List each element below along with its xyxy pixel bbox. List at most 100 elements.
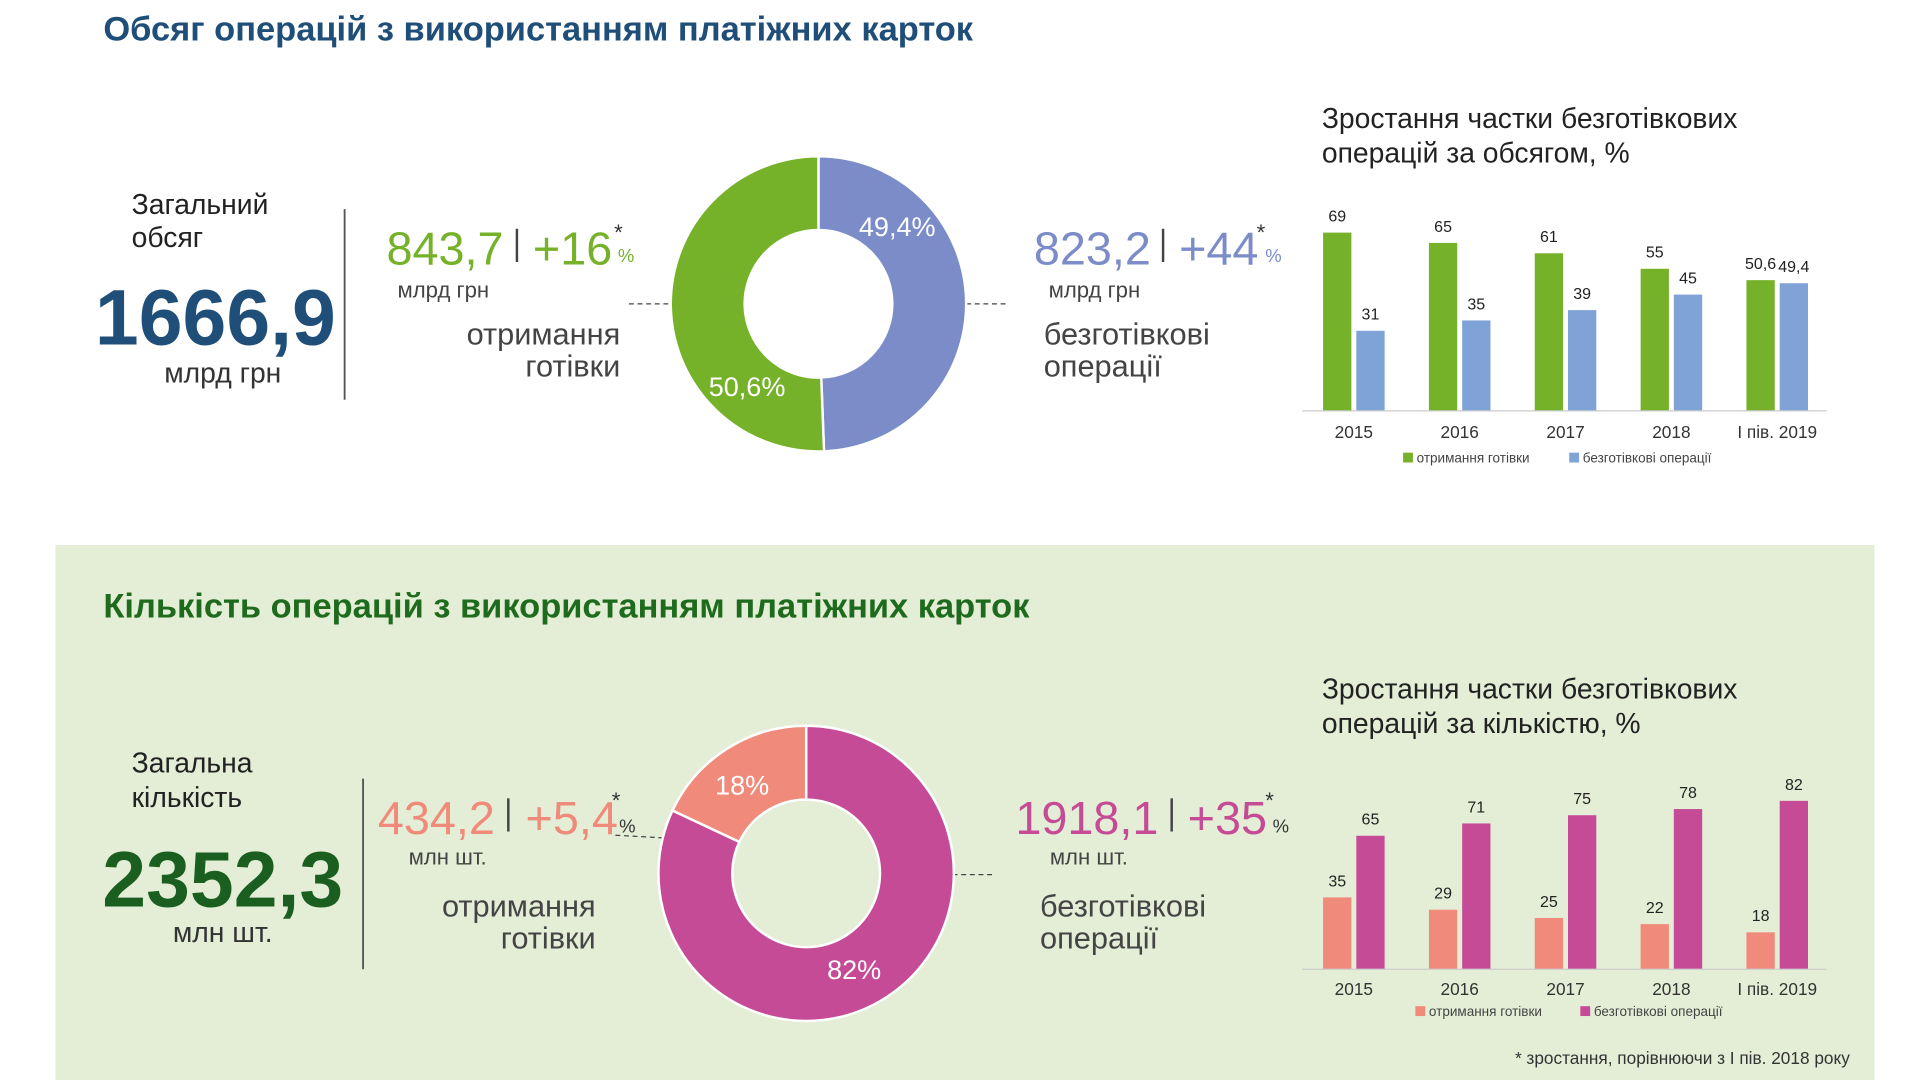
bar-value-label: 49,4 xyxy=(1778,259,1809,276)
bar-value-label: 65 xyxy=(1362,812,1380,829)
bar xyxy=(1640,268,1669,411)
cashless-value: 1918,1 xyxy=(1015,792,1158,844)
bar xyxy=(1356,330,1385,411)
cash-value: 843,7 xyxy=(386,222,503,274)
cashless-growth: +44 xyxy=(1179,222,1258,274)
x-tick-label: І пів. 2019 xyxy=(1737,422,1817,442)
section-title: Кількість операцій з використанням платі… xyxy=(103,588,1030,626)
total-value: 2352,3 xyxy=(102,836,343,924)
x-tick-label: 2016 xyxy=(1441,422,1479,442)
cashless-label: безготівкові xyxy=(1044,316,1210,351)
cashless-label: операції xyxy=(1044,348,1163,383)
total-label: обсяг xyxy=(132,221,203,253)
cash-value: 434,2 xyxy=(378,792,495,844)
bar-value-label: 29 xyxy=(1434,886,1452,903)
bar xyxy=(1779,800,1808,970)
legend-swatch xyxy=(1403,452,1413,463)
bar-value-label: 65 xyxy=(1434,219,1452,236)
bar xyxy=(1568,815,1597,970)
cashless-unit: млрд грн xyxy=(1049,278,1141,303)
bar xyxy=(1323,232,1352,411)
bar-value-label: 50,6 xyxy=(1745,256,1776,273)
note-mark: * xyxy=(612,788,621,813)
chart-title: операцій за обсягом, % xyxy=(1322,136,1630,168)
bar xyxy=(1673,294,1703,411)
bar-value-label: 82 xyxy=(1785,777,1803,794)
growth-unit: % xyxy=(1265,245,1281,266)
bar xyxy=(1673,809,1703,970)
bar-value-label: 39 xyxy=(1573,286,1591,303)
cash-growth: +5,4 xyxy=(526,792,618,844)
section-title: Обсяг операцій з використанням платіжних… xyxy=(103,11,973,49)
cashless-label: безготівкові xyxy=(1040,888,1206,923)
x-tick-label: 2018 xyxy=(1652,979,1690,999)
footnote: * зростання, порівнюючи з І пів. 2018 ро… xyxy=(1515,1048,1850,1068)
section-background xyxy=(55,544,1875,1080)
total-label: Загальний xyxy=(132,188,269,220)
donut-label: 82% xyxy=(827,955,881,985)
bar-value-label: 25 xyxy=(1540,894,1558,911)
cashless-value: 823,2 xyxy=(1034,222,1151,274)
bar xyxy=(1462,823,1491,970)
x-tick-label: 2017 xyxy=(1546,979,1584,999)
chart-title: Зростання частки безготівкових xyxy=(1322,102,1738,134)
legend-label: безготівкові операції xyxy=(1594,1004,1723,1019)
bar xyxy=(1428,242,1458,411)
note-mark: * xyxy=(1265,788,1274,813)
total-label: кількість xyxy=(132,781,242,813)
bar xyxy=(1462,320,1491,411)
donut-segment xyxy=(817,154,968,453)
legend-swatch xyxy=(1580,1006,1591,1017)
note-mark: * xyxy=(1257,220,1266,245)
bar-value-label: 75 xyxy=(1573,791,1591,808)
bar-value-label: 35 xyxy=(1467,296,1485,313)
bar xyxy=(1568,310,1597,411)
donut-segment xyxy=(657,724,956,1023)
x-tick-label: 2015 xyxy=(1335,422,1373,442)
growth-unit: % xyxy=(618,245,634,266)
bar-value-label: 61 xyxy=(1540,229,1558,246)
x-tick-label: 2017 xyxy=(1546,422,1584,442)
growth-unit: % xyxy=(619,816,635,837)
donut-label: 49,4% xyxy=(859,212,936,242)
bar-value-label: 35 xyxy=(1328,873,1346,890)
chart-title: Зростання частки безготівкових xyxy=(1322,673,1738,705)
bar-value-label: 22 xyxy=(1646,900,1664,917)
cash-label: отримання xyxy=(442,888,596,923)
donut-label: 18% xyxy=(715,770,769,800)
chart-title: операцій за кількістю, % xyxy=(1322,707,1641,739)
leader-line xyxy=(615,834,705,841)
cashless-unit: млн шт. xyxy=(1050,845,1128,870)
x-tick-label: І пів. 2019 xyxy=(1737,979,1817,999)
x-tick-label: 2018 xyxy=(1652,422,1690,442)
cash-unit: млн шт. xyxy=(409,845,487,870)
donut-label: 50,6% xyxy=(709,372,786,402)
bar-value-label: 45 xyxy=(1679,271,1697,288)
note-mark: * xyxy=(614,220,623,245)
legend-label: отримання готівки xyxy=(1429,1004,1542,1019)
bar xyxy=(1323,897,1352,970)
cashless-growth: +35 xyxy=(1188,792,1267,844)
bar xyxy=(1534,917,1564,970)
bar-value-label: 71 xyxy=(1467,799,1485,816)
cash-unit: млрд грн xyxy=(398,278,490,303)
cash-label: готівки xyxy=(501,920,596,955)
bar xyxy=(1746,280,1775,411)
bar-value-label: 69 xyxy=(1328,209,1346,226)
bar xyxy=(1534,253,1564,411)
cash-label: отримання xyxy=(467,316,621,351)
donut-segment xyxy=(670,724,808,844)
total-label: Загальна xyxy=(132,746,253,778)
total-unit: млн шт. xyxy=(173,916,273,948)
cash-label: готівки xyxy=(525,348,620,383)
bar xyxy=(1746,932,1775,970)
bar-value-label: 18 xyxy=(1752,908,1770,925)
total-value: 1666,9 xyxy=(95,273,336,361)
bar xyxy=(1779,283,1808,411)
x-tick-label: 2016 xyxy=(1441,979,1479,999)
legend-swatch xyxy=(1569,452,1580,463)
legend-label: безготівкові операції xyxy=(1583,451,1712,466)
bar xyxy=(1428,909,1458,970)
